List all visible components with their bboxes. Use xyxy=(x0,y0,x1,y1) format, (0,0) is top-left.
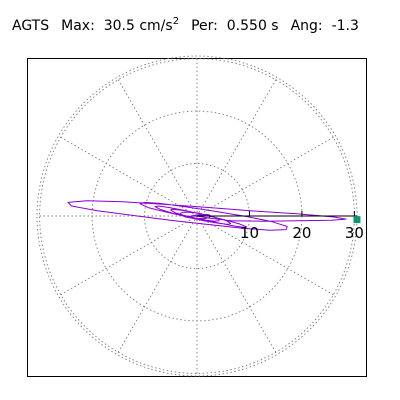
chart-header: AGTS Max: 30.5 cm/s2 Per: 0.550 s Ang: -1.3 xyxy=(12,17,359,35)
angle-label: Ang: xyxy=(290,18,323,34)
grid-spoke-300 xyxy=(196,215,278,355)
grid-spoke-210 xyxy=(58,215,198,297)
particle-motion-trace xyxy=(67,200,347,231)
component-label: AGTS xyxy=(12,18,50,34)
grid-spoke-240 xyxy=(116,215,198,355)
angle-value: -1.3 xyxy=(331,18,359,34)
period-label: Per: xyxy=(191,18,218,34)
max-unit-exponent: 2 xyxy=(172,16,180,27)
marker-layer xyxy=(353,216,361,224)
peak-marker xyxy=(353,216,361,224)
grid-spoke-60 xyxy=(196,77,278,217)
trace-layer xyxy=(67,200,347,231)
grid-spoke-150 xyxy=(58,135,198,217)
grid-spoke-30 xyxy=(196,135,336,217)
radial-tick-label-30: 30 xyxy=(345,224,364,242)
radial-tick-label-10: 10 xyxy=(240,224,259,242)
radial-tick-label-20: 20 xyxy=(292,224,311,242)
period-value: 0.550 s xyxy=(226,18,279,34)
max-unit: cm/s xyxy=(139,18,173,34)
grid-spoke-330 xyxy=(196,215,336,297)
max-label: Max: xyxy=(61,18,95,34)
grid-spoke-120 xyxy=(116,77,198,217)
max-value: 30.5 xyxy=(103,18,135,34)
radial-axis-layer: 10 20 30 xyxy=(197,211,364,242)
